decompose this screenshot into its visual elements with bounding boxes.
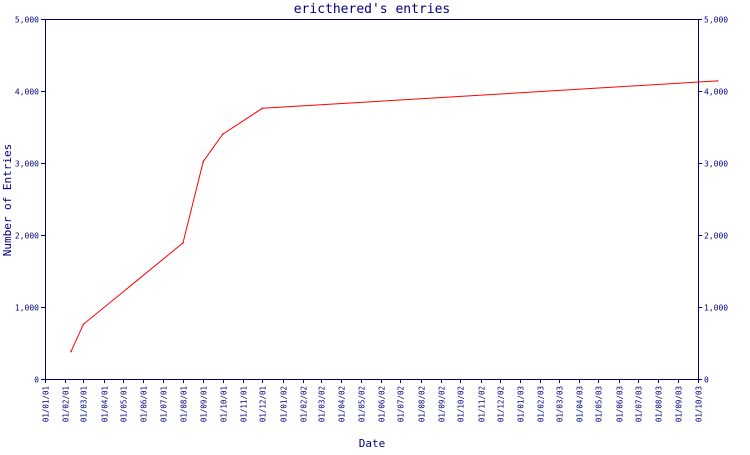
x-tick-label: 01/03/02 [318,386,327,422]
x-tick-label: 01/05/03 [595,386,604,422]
x-tick-label: 01/07/02 [397,386,406,422]
y-tick-label-right: 2,000 [704,232,728,241]
y-tick-label-right: 5,000 [704,16,728,25]
y-tick-label-left: 3,000 [15,160,39,169]
x-tick-label: 01/01/02 [280,386,289,422]
x-tick-label: 01/04/01 [101,386,110,422]
x-tick-label: 01/01/03 [517,386,526,422]
y-axis-label: Number of Entries [1,144,14,257]
x-tick-label: 01/04/03 [576,386,585,422]
x-tick-label: 01/11/02 [478,386,487,422]
x-tick-label: 01/07/01 [160,386,169,422]
data-point [202,160,204,163]
x-tick-label: 01/06/03 [616,386,625,422]
y-tick-label-right: 1,000 [704,304,728,313]
x-tick-label: 01/05/02 [358,386,367,422]
x-tick-label: 01/10/01 [220,386,229,422]
data-point [716,80,719,82]
data-point [261,107,264,110]
x-tick-label: 01/08/01 [180,386,189,422]
x-tick-label: 01/02/02 [300,386,309,422]
x-tick-label: 01/08/03 [655,386,664,422]
y-tick-label-left: 2,000 [15,232,39,241]
x-tick-label: 01/09/03 [675,386,684,422]
y-tick-label-right: 0 [704,376,709,385]
x-axis-label: Date [359,437,386,450]
x-axis: 01/01/01 01/02/01 01/03/01 01/04/01 01/05/01… [42,379,704,422]
x-tick-label: 01/10/02 [457,386,466,422]
x-tick-label: 01/02/01 [62,386,71,422]
y-tick-label-left: 5,000 [15,16,39,25]
y-axis-left: 0 1,000 2,000 3,000 4,000 5,000 [15,16,45,385]
chart-title: ericthered's entries [294,2,451,17]
y-tick-label-left: 1,000 [15,304,39,313]
x-tick-label: 01/12/01 [259,386,268,422]
plot-frame [45,19,699,380]
x-tick-label: 01/05/01 [120,386,129,422]
data-point [221,133,224,135]
x-tick-label: 01/12/02 [497,386,506,422]
data-point [182,242,184,244]
x-tick-label: 01/08/02 [418,386,427,422]
x-tick-label: 01/04/02 [338,386,347,422]
x-tick-label: 01/06/01 [140,386,149,422]
x-tick-label: 01/10/03 [695,386,704,422]
x-tick-label: 01/07/03 [635,386,644,422]
x-tick-label: 01/06/02 [378,386,387,422]
x-tick-label: 01/03/01 [80,386,89,422]
y-tick-label-right: 3,000 [704,160,728,169]
series-layer [70,80,719,353]
y-axis-right: 0 1,000 2,000 3,000 4,000 5,000 [698,16,728,385]
x-tick-label: 01/09/02 [438,386,447,422]
x-tick-label: 01/03/03 [556,386,565,422]
x-tick-label: 01/11/01 [240,386,249,422]
y-tick-label-right: 4,000 [704,88,728,97]
x-tick-label: 01/09/01 [200,386,209,422]
y-tick-label-left: 4,000 [15,88,39,97]
data-point [82,323,85,326]
data-point [70,350,72,353]
x-tick-label: 01/02/03 [537,386,546,422]
y-tick-label-left: 0 [34,376,39,385]
x-tick-label: 01/01/01 [42,386,51,422]
